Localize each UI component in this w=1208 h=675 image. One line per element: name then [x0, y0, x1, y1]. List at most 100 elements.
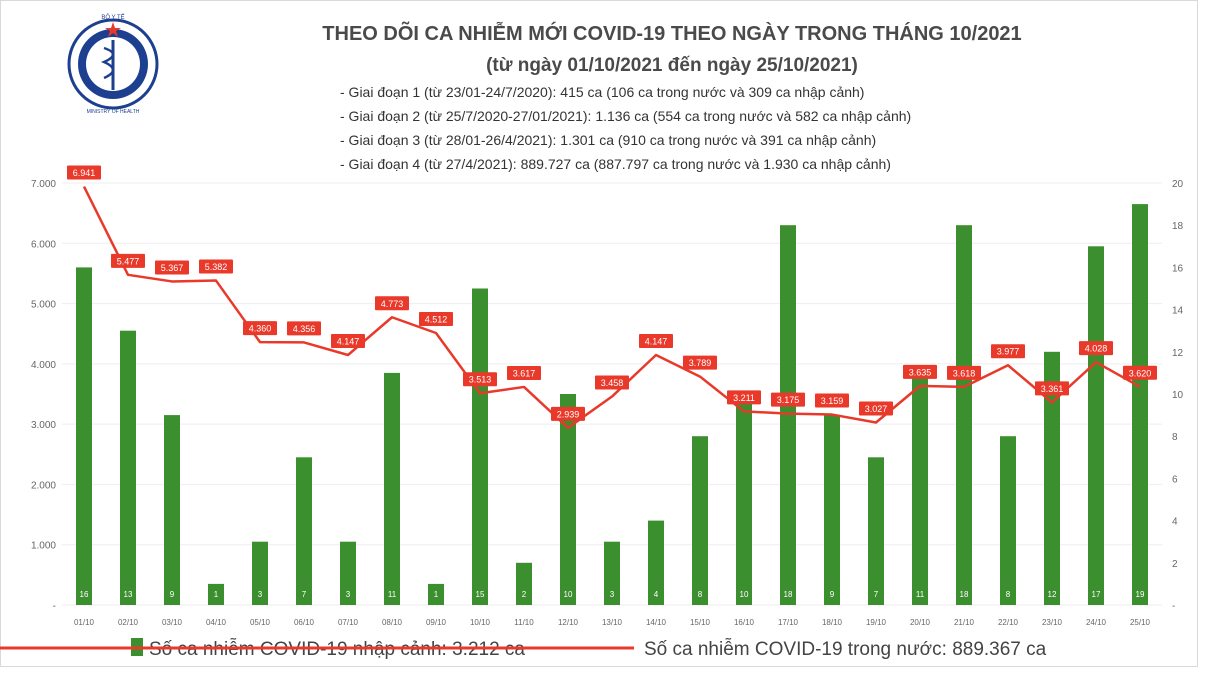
x-tick-label: 07/10 [338, 618, 359, 627]
line-label: 3.159 [821, 396, 844, 406]
x-tick-label: 21/10 [954, 618, 975, 627]
bar [604, 541, 620, 605]
line-label: 5.477 [117, 256, 140, 266]
left-tick-label: 1.000 [31, 541, 56, 552]
line-label: 4.028 [1085, 344, 1108, 354]
bar-label: 13 [124, 590, 133, 599]
bar-label: 16 [80, 590, 89, 599]
bar-label: 18 [784, 590, 793, 599]
line-label-box [287, 321, 321, 336]
left-axis: 7.000 6.000 5.000 4.000 3.000 2.000 1.000 - [31, 179, 56, 612]
line-label-box [903, 364, 937, 379]
line-label-box [859, 401, 893, 416]
line-label: 6.941 [73, 168, 96, 178]
phase-line: - Giai đoạn 4 (từ 27/4/2021): 889.727 ca… [340, 156, 891, 172]
x-tick-label: 25/10 [1130, 618, 1151, 627]
bar [956, 225, 972, 605]
line-label: 3.620 [1129, 368, 1152, 378]
bar [1000, 436, 1016, 605]
bar [560, 394, 576, 605]
line-label: 4.360 [249, 324, 272, 334]
bar [252, 541, 268, 605]
bar [736, 394, 752, 605]
line-label: 4.356 [293, 324, 316, 334]
line-label: 3.617 [513, 368, 536, 378]
line-label-box [947, 365, 981, 380]
bar-label: 3 [610, 590, 615, 599]
line-label-box [155, 260, 189, 275]
bar [648, 520, 664, 605]
line-label: 3.789 [689, 358, 712, 368]
bar-label: 18 [960, 590, 969, 599]
bar [1088, 246, 1104, 606]
bar-label: 8 [698, 590, 703, 599]
chart-frame [0, 0, 1198, 667]
bar [164, 415, 180, 605]
line-label: 3.175 [777, 395, 800, 405]
right-tick-label: 18 [1172, 221, 1184, 232]
x-tick-label: 01/10 [74, 618, 95, 627]
right-tick-label: 10 [1172, 390, 1184, 401]
x-tick-label: 13/10 [602, 618, 623, 627]
bar-label: 2 [522, 590, 527, 599]
bar-label: 11 [388, 590, 397, 599]
bar [780, 225, 796, 605]
bar [384, 372, 400, 605]
line-label-box [1079, 341, 1113, 356]
left-tick-label: 2.000 [31, 480, 56, 491]
chart-subtitle: (từ ngày 01/10/2021 đến ngày 25/10/2021) [486, 55, 858, 76]
line-label: 3.513 [469, 375, 492, 385]
bar [76, 267, 92, 605]
line-label-box [815, 393, 849, 408]
ministry-logo: BỘ Y TẾ MINISTRY OF HEALTH [67, 14, 159, 115]
bar-label: 1 [434, 590, 439, 599]
x-tick-label: 02/10 [118, 618, 139, 627]
line-label: 3.618 [953, 368, 976, 378]
bar [296, 457, 312, 605]
bar [692, 436, 708, 605]
line-label: 3.211 [733, 393, 755, 403]
phase-line: - Giai đoạn 2 (từ 25/7/2020-27/01/2021):… [340, 108, 911, 124]
bar-label: 9 [170, 590, 175, 599]
line-label: 3.458 [601, 378, 624, 388]
x-tick-label: 06/10 [294, 618, 315, 627]
left-tick-label: 6.000 [31, 239, 56, 250]
line-label-box [551, 406, 585, 421]
svg-text:BỘ Y TẾ: BỘ Y TẾ [101, 14, 124, 21]
x-tick-label: 23/10 [1042, 618, 1063, 627]
line-label-box [243, 321, 277, 336]
x-tick-label: 11/10 [514, 618, 534, 627]
line-label: 4.147 [337, 336, 360, 346]
bar [340, 541, 356, 605]
bar [1044, 351, 1060, 605]
line-label: 3.361 [1041, 384, 1064, 394]
bar [208, 583, 224, 605]
bar-label: 1 [214, 590, 219, 599]
line-label: 4.147 [645, 336, 668, 346]
line-series: 6.941 5.477 5.367 5.382 4.360 4.356 4.147 4.773… [67, 165, 1157, 430]
phase-line: - Giai đoạn 3 (từ 28/01-26/4/2021): 1.30… [340, 132, 876, 148]
right-tick-label: 6 [1172, 474, 1178, 485]
chart-title: THEO DÕI CA NHIỄM MỚI COVID-19 THEO NGÀY… [322, 21, 1021, 45]
x-tick-label: 10/10 [470, 618, 491, 627]
line-label-box [463, 372, 497, 387]
right-tick-label: 8 [1172, 432, 1178, 443]
right-axis: 20 18 16 14 12 10 8 6 4 2 - [1172, 179, 1184, 612]
x-tick-label: 15/10 [690, 618, 711, 627]
bar [1132, 204, 1148, 605]
bar [120, 330, 136, 605]
phase-summary: - Giai đoạn 1 (từ 23/01-24/7/2020): 415 … [340, 84, 911, 172]
right-tick-label: 20 [1172, 179, 1184, 190]
bar-label: 10 [564, 590, 573, 599]
line-label-box [1035, 381, 1069, 396]
x-tick-label: 19/10 [866, 618, 887, 627]
bar-label: 11 [916, 590, 925, 599]
right-tick-label: 14 [1172, 306, 1184, 317]
bar-label: 7 [874, 590, 879, 599]
bar [824, 415, 840, 605]
right-tick-label: 2 [1172, 559, 1178, 570]
x-tick-label: 14/10 [646, 618, 667, 627]
x-tick-label: 17/10 [778, 618, 799, 627]
svg-text:MINISTRY OF HEALTH: MINISTRY OF HEALTH [87, 109, 140, 115]
